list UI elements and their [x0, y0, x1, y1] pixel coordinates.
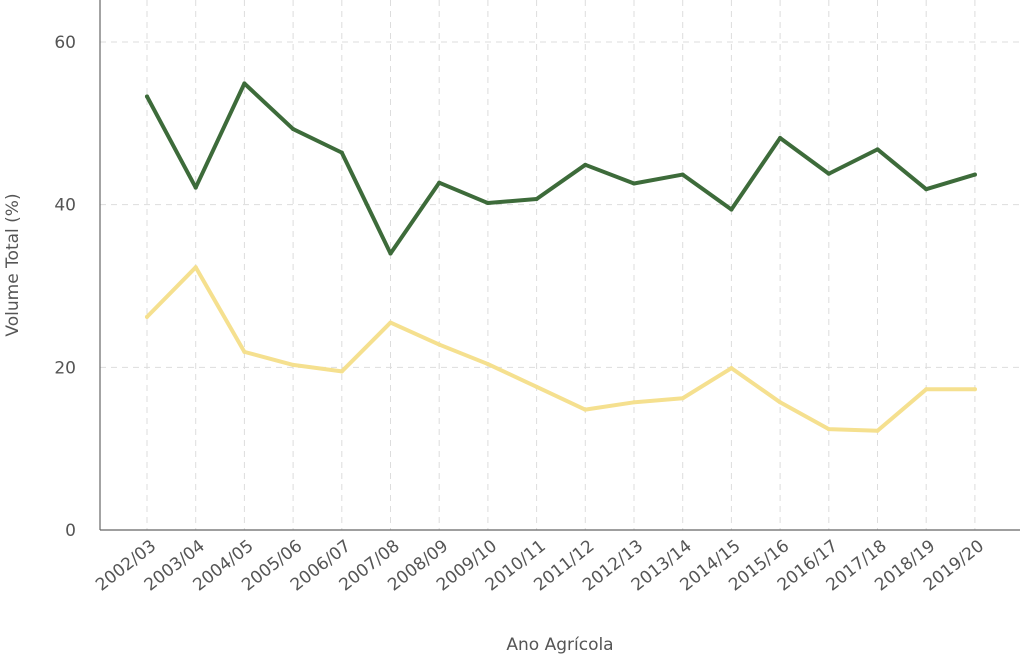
data-point	[437, 342, 442, 347]
data-point	[875, 147, 880, 152]
data-point	[680, 172, 685, 177]
y-tick-label: 20	[54, 358, 76, 378]
y-tick-labels: 0 20 40 60	[54, 33, 76, 541]
data-point	[534, 196, 539, 201]
data-point	[972, 172, 977, 177]
data-point	[339, 150, 344, 155]
y-tick-label: 40	[54, 196, 76, 216]
data-point	[339, 369, 344, 374]
data-point	[583, 162, 588, 167]
series-group	[145, 81, 977, 433]
data-point	[485, 201, 490, 206]
data-point	[972, 387, 977, 392]
y-axis-label: Volume Total (%)	[3, 193, 23, 336]
data-point	[145, 314, 149, 319]
grid	[100, 0, 1020, 530]
y-tick-label: 60	[54, 33, 76, 53]
data-point	[729, 207, 734, 212]
data-point	[875, 428, 880, 433]
data-point	[145, 94, 149, 99]
data-point	[193, 185, 198, 190]
data-point	[291, 127, 296, 132]
data-point	[388, 320, 393, 325]
data-point	[778, 135, 783, 140]
data-point	[924, 387, 929, 392]
data-point	[388, 251, 393, 256]
data-point	[583, 407, 588, 412]
x-axis-label: Ano Agrícola	[506, 635, 613, 655]
data-point	[680, 396, 685, 401]
data-point	[729, 366, 734, 371]
data-point	[242, 349, 247, 354]
y-tick-label: 0	[65, 521, 76, 541]
series-line-2	[145, 265, 977, 433]
data-point	[485, 362, 490, 367]
x-tick-labels: 2002/032003/042004/052005/062006/072007/…	[92, 536, 988, 595]
data-point	[437, 180, 442, 185]
data-point	[242, 81, 247, 86]
data-point	[826, 171, 831, 176]
data-point	[193, 265, 198, 270]
data-point	[924, 187, 929, 192]
series-line-1	[145, 81, 977, 256]
data-point	[632, 400, 636, 405]
data-point	[291, 362, 296, 367]
data-point	[534, 384, 539, 389]
data-point	[632, 181, 636, 186]
data-point	[826, 427, 831, 432]
data-point	[778, 400, 783, 405]
